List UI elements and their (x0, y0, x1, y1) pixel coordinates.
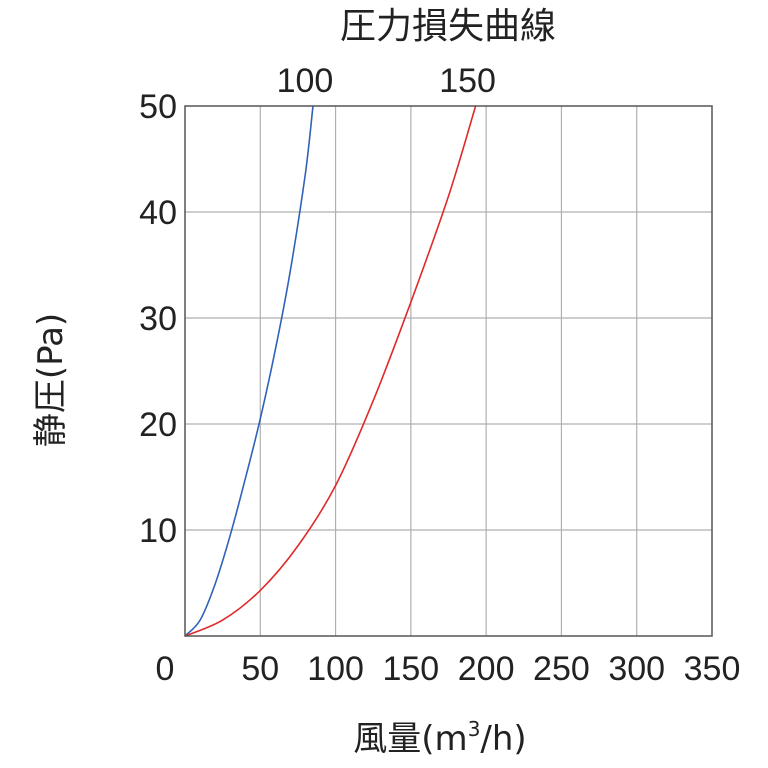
y-tick-label: 20 (139, 406, 177, 444)
grid (185, 106, 712, 636)
series-labels: 100 150 (277, 62, 496, 100)
x-tick-label: 100 (307, 650, 364, 688)
x-tick-label: 150 (382, 650, 439, 688)
x-axis-label: 風量(m3/h) (353, 717, 526, 759)
x-axis-label-sup: 3 (468, 717, 481, 741)
series-line-150 (184, 105, 477, 637)
x-tick-label: 350 (684, 650, 741, 688)
x-tick-label: 0 (156, 650, 175, 688)
y-axis-label: 静圧(Pa) (31, 313, 71, 447)
y-tick-label: 40 (139, 194, 177, 232)
series-layer (184, 105, 477, 637)
x-tick-label: 250 (533, 650, 590, 688)
series-label-100: 100 (277, 62, 334, 100)
chart-title: 圧力損失曲線 (340, 6, 556, 47)
x-tick-label: 200 (458, 650, 515, 688)
plot-frame (184, 105, 713, 637)
series-label-150: 150 (439, 62, 496, 100)
x-tick-label: 50 (241, 650, 279, 688)
x-tick-labels: 0 50 100 150 200 250 300 350 (156, 650, 741, 688)
y-tick-labels: 10 20 30 40 50 (139, 88, 177, 550)
x-axis-label-open: (m (421, 719, 467, 759)
series-line-100 (184, 105, 314, 637)
x-axis-label-main: 風量 (353, 719, 421, 759)
x-tick-label: 300 (608, 650, 665, 688)
y-tick-label: 30 (139, 300, 177, 338)
y-tick-label: 50 (139, 88, 177, 126)
x-axis-label-close: /h) (480, 719, 526, 759)
y-tick-label: 10 (139, 512, 177, 550)
